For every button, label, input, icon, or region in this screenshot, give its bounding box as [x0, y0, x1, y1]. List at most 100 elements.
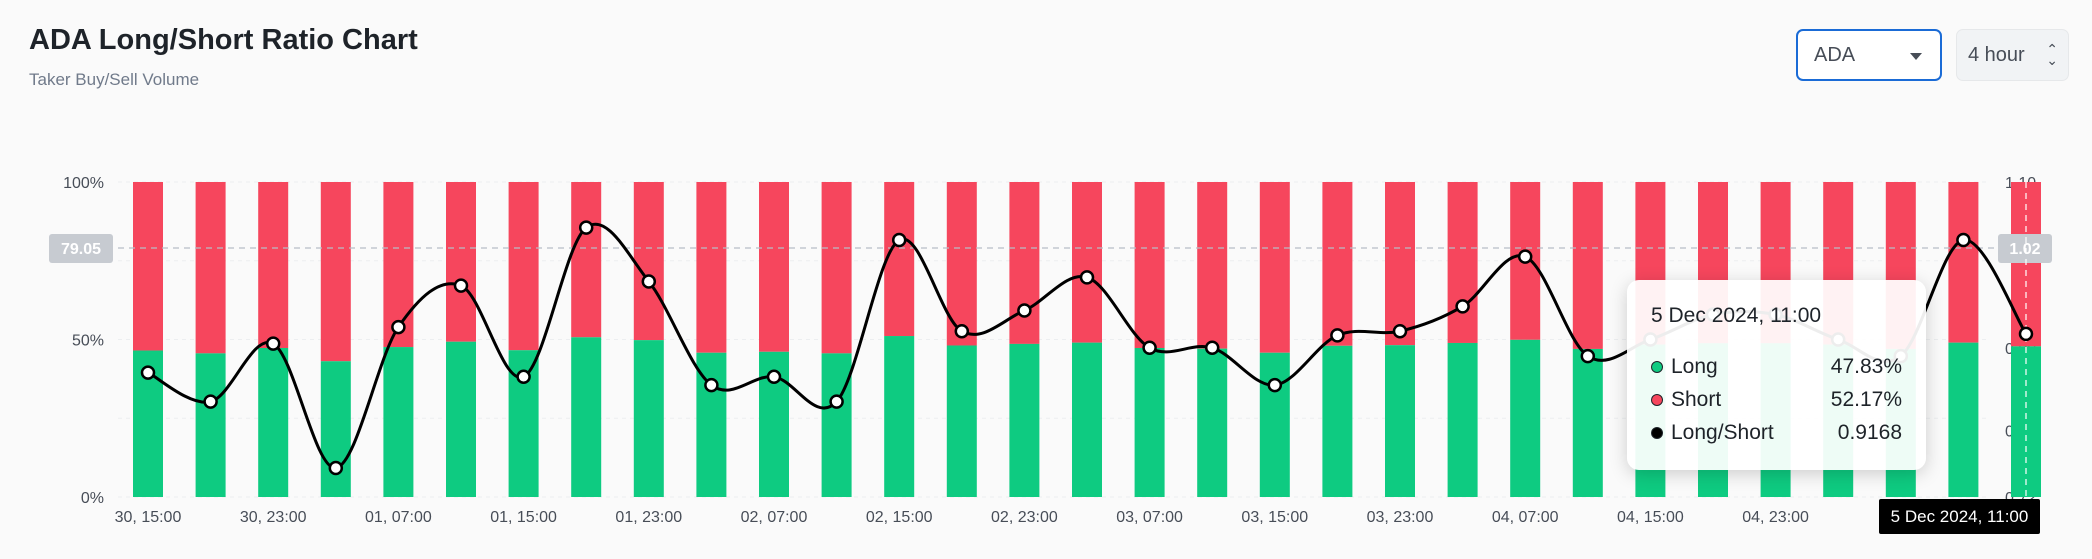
x-tick-label: 02, 07:00	[741, 509, 808, 526]
short-bar	[696, 182, 727, 353]
short-bar	[1009, 182, 1040, 344]
short-bar	[884, 182, 915, 337]
long-bar	[1134, 348, 1165, 497]
ratio-point	[2018, 326, 2034, 342]
ratio-point	[1392, 323, 1408, 339]
long-bar	[1259, 352, 1290, 497]
short-bar	[258, 182, 289, 349]
tooltip-value: 0.9168	[1837, 420, 1902, 444]
left-tick-label: 100%	[63, 175, 104, 192]
ratio-point	[1267, 377, 1283, 393]
chevron-down-icon	[1910, 53, 1922, 60]
x-tick-label: 03, 07:00	[1116, 509, 1183, 526]
long-bar	[446, 341, 476, 497]
short-bar	[195, 182, 226, 354]
tooltip-row-long: Long 47.83%	[1651, 350, 1902, 383]
short-bar	[133, 182, 163, 351]
ratio-point	[203, 394, 218, 409]
ratio-point	[1330, 328, 1345, 343]
page-subtitle: Taker Buy/Sell Volume	[29, 70, 200, 89]
ratio-point	[1956, 232, 1971, 248]
crosshair-left-label: 79.05	[61, 241, 101, 258]
period-select-value: 4 hour	[1968, 43, 2025, 66]
x-tick-label: 30, 15:00	[115, 509, 182, 526]
long-bar	[821, 353, 852, 497]
long-bar	[1447, 342, 1478, 497]
page-title: ADA Long/Short Ratio Chart	[29, 24, 418, 56]
x-crosshair-label: 5 Dec 2024, 11:00	[1879, 499, 2040, 534]
short-bar	[1447, 182, 1478, 343]
ratio-point	[140, 365, 156, 380]
short-bar	[1948, 182, 1979, 343]
tooltip-row-short: Short 52.17%	[1651, 383, 1902, 416]
tooltip-label: Long	[1671, 354, 1718, 378]
period-select[interactable]: 4 hour ⌃ ⌄	[1956, 29, 2069, 81]
long-bar	[1322, 345, 1353, 497]
up-down-arrows-icon: ⌃ ⌄	[2046, 41, 2058, 68]
ratio-point	[1204, 340, 1220, 356]
x-tick-label: 04, 23:00	[1742, 509, 1809, 526]
ratio-point	[516, 369, 531, 385]
x-tick-label: 30, 23:00	[240, 509, 307, 526]
short-bar	[571, 182, 602, 338]
short-bar	[633, 182, 664, 341]
ratio-point	[954, 323, 970, 339]
long-bar	[884, 336, 915, 497]
ratio-point	[391, 319, 406, 335]
short-bar	[508, 182, 539, 351]
x-tick-label: 01, 07:00	[365, 509, 432, 526]
symbol-select-value: ADA	[1814, 43, 1856, 66]
short-bar	[1322, 182, 1353, 346]
crosshair-right-label: 1.02	[2009, 241, 2040, 258]
x-tick-label: 02, 15:00	[866, 509, 933, 526]
short-bar	[383, 182, 414, 348]
long-bar	[2011, 346, 2041, 497]
long-bar	[195, 353, 226, 497]
ratio-dot-icon	[1651, 426, 1663, 439]
ratio-point	[265, 336, 281, 351]
long-bar	[571, 337, 602, 497]
crosshair-right-label-bg	[1998, 233, 2052, 263]
long-bar	[1948, 342, 1979, 497]
long-bar	[258, 348, 289, 497]
short-bar	[1197, 182, 1228, 349]
left-tick-label: 50%	[72, 333, 104, 350]
short-bar	[1259, 182, 1290, 353]
short-bar	[759, 182, 789, 352]
ratio-point	[704, 377, 719, 393]
short-bar	[446, 182, 476, 342]
ratio-point	[1517, 249, 1533, 264]
ratio-point	[578, 220, 594, 235]
ratio-point	[641, 274, 657, 289]
long-bar	[1009, 343, 1040, 497]
tooltip-row-ratio: Long/Short 0.9168	[1651, 416, 1902, 449]
x-tick-label: 01, 23:00	[615, 509, 682, 526]
chart-tooltip: 5 Dec 2024, 11:00 Long 47.83% Short 52.1…	[1627, 280, 1926, 470]
tooltip-label: Long/Short	[1671, 420, 1774, 444]
x-tick-label: 02, 23:00	[991, 509, 1058, 526]
x-tick-label: 04, 15:00	[1617, 509, 1684, 526]
short-dot-icon	[1651, 393, 1663, 406]
short-bar	[320, 182, 351, 362]
long-bar	[1510, 339, 1541, 497]
long-dot-icon	[1651, 360, 1663, 373]
x-tick-label: 01, 15:00	[490, 509, 557, 526]
short-bar	[821, 182, 852, 354]
tooltip-date: 5 Dec 2024, 11:00	[1651, 304, 1822, 327]
ratio-point	[1580, 348, 1596, 364]
ratio-point	[1142, 340, 1157, 356]
long-bar	[1572, 348, 1603, 497]
symbol-select[interactable]: ADA	[1796, 29, 1942, 81]
short-bar	[1385, 182, 1415, 346]
ratio-point	[453, 278, 469, 293]
x-tick-label: 03, 23:00	[1367, 509, 1434, 526]
long-bar	[946, 345, 977, 497]
tooltip-label: Short	[1671, 387, 1722, 411]
ratio-point	[1455, 299, 1470, 314]
ratio-point	[891, 232, 907, 248]
ratio-point	[328, 460, 344, 476]
ratio-point	[766, 369, 782, 385]
x-tick-label: 03, 15:00	[1241, 509, 1308, 526]
ratio-point	[829, 394, 844, 409]
